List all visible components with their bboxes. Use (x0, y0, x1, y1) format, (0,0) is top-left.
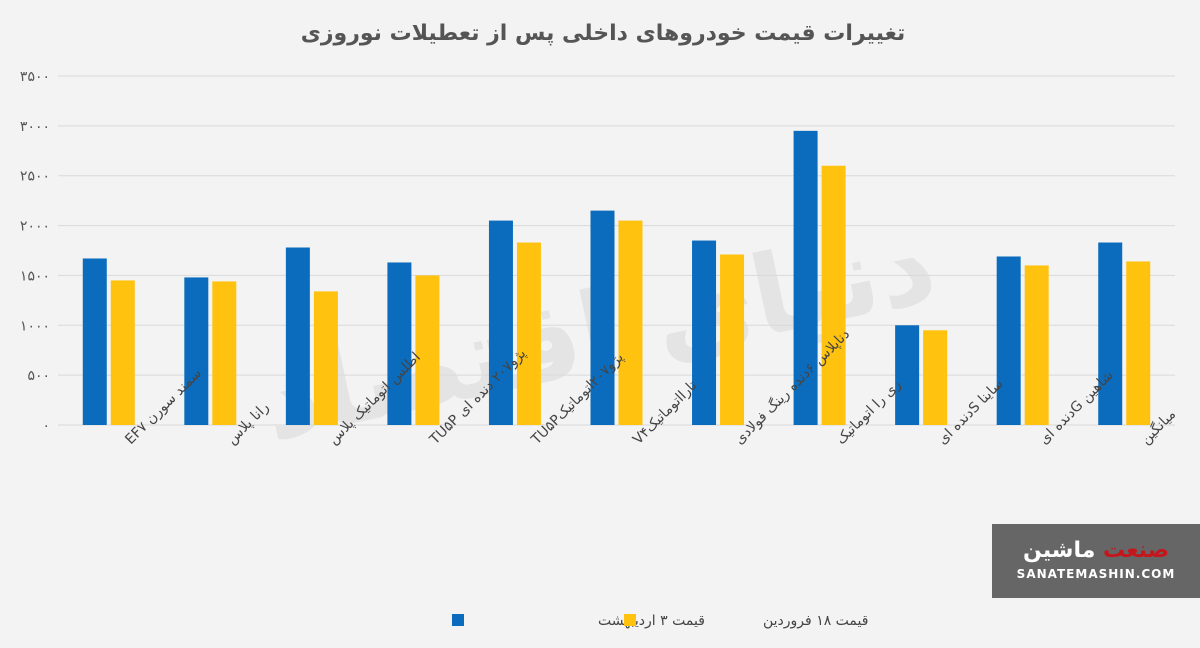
bar-series-2 (923, 330, 948, 425)
bar-series-1 (895, 325, 920, 425)
y-tick-label: ۱۰۰۰ (20, 318, 50, 334)
gridlines (58, 75, 1175, 426)
logo-name-accent: صنعت (1103, 538, 1169, 563)
legend: قیمت ۳ اردیبهشت قیمت ۱۸ فروردین (452, 613, 868, 629)
bar-series-1 (285, 247, 310, 425)
bar-series-2 (212, 281, 237, 425)
bar-series-2 (1126, 261, 1151, 425)
logo-name: صنعت ماشین (992, 538, 1200, 563)
y-tick-label: ۳۰۰۰ (20, 119, 50, 135)
bar-series-2 (821, 165, 846, 425)
bars (82, 130, 1151, 426)
bar-series-2 (415, 275, 440, 425)
legend-label: قیمت ۳ اردیبهشت (598, 613, 705, 629)
bar-series-2 (516, 242, 541, 425)
bar-series-1 (1098, 242, 1123, 425)
y-tick-label: ۰ (42, 418, 50, 434)
bar-series-2 (313, 291, 338, 425)
logo-name-main: ماشین (1023, 538, 1096, 563)
legend-swatch (452, 614, 464, 626)
bar-series-2 (618, 220, 643, 425)
y-tick-label: ۱۵۰۰ (20, 268, 50, 284)
bar-series-1 (82, 258, 107, 425)
chart-title: تغییرات قیمت خودروهای داخلی پس از تعطیلا… (301, 21, 906, 46)
y-tick-label: ۳۵۰۰ (20, 69, 50, 85)
legend-label: قیمت ۱۸ فروردین (763, 613, 868, 629)
bar-series-1 (590, 210, 615, 425)
legend-swatch (624, 614, 636, 626)
y-tick-label: ۲۵۰۰ (20, 169, 50, 185)
y-tick-label: ۵۰۰ (27, 368, 50, 384)
bar-series-2 (720, 254, 745, 425)
bar-series-2 (1024, 265, 1049, 425)
bar-series-2 (110, 280, 135, 425)
site-logo: صنعت ماشین SANATEMASHIN.COM (992, 524, 1200, 598)
bar-series-1 (488, 220, 513, 425)
bar-series-1 (793, 130, 818, 426)
bar-series-1 (184, 277, 209, 425)
y-tick-label: ۲۰۰۰ (20, 219, 50, 235)
bar-series-1 (387, 262, 412, 425)
y-axis-ticks: ۰ ۵۰۰ ۱۰۰۰ ۱۵۰۰ ۲۰۰۰ ۲۵۰۰ ۳۰۰۰ ۳۵۰۰ (20, 69, 50, 434)
bar-series-1 (996, 256, 1021, 425)
bar-series-1 (692, 240, 717, 425)
logo-url: SANATEMASHIN.COM (1016, 567, 1176, 581)
